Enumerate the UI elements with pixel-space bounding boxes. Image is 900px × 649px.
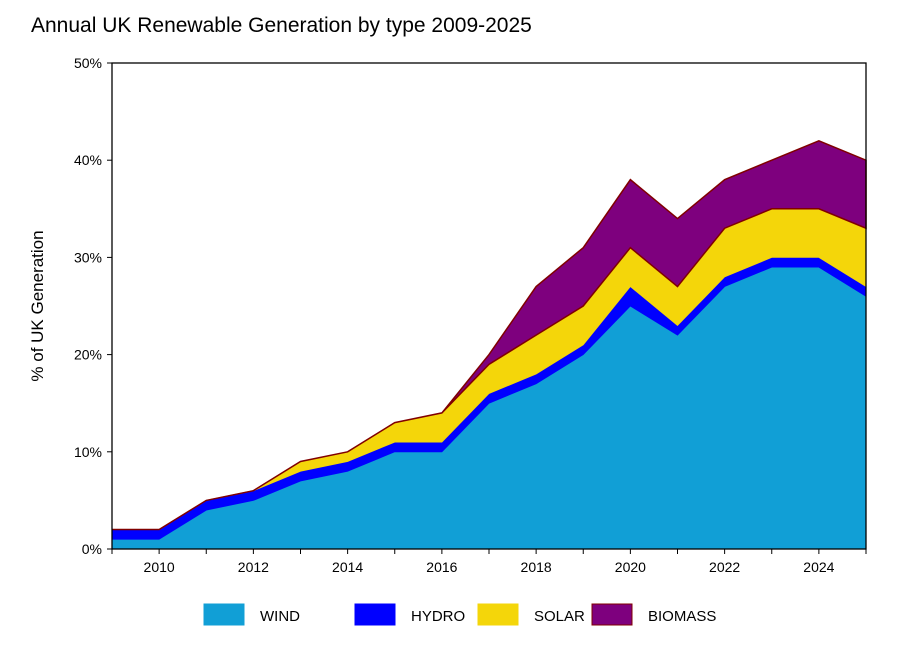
area-wind (111, 266, 867, 550)
x-tick-label: 2016 (426, 559, 457, 575)
y-axis-label: % of UK Generation (28, 230, 47, 381)
y-tick-label: 0% (82, 541, 102, 557)
x-tick-label: 2020 (615, 559, 646, 575)
y-tick-label: 20% (74, 347, 102, 363)
y-tick-label: 50% (74, 55, 102, 71)
x-tick-label: 2022 (709, 559, 740, 575)
legend-item-wind: WIND (203, 603, 300, 626)
y-tick-label: 30% (74, 249, 102, 265)
legend-label: SOLAR (534, 608, 585, 625)
x-tick-label: 2014 (332, 559, 363, 575)
y-tick-label: 40% (74, 152, 102, 168)
legend-label: WIND (260, 608, 300, 625)
x-tick-label: 2018 (521, 559, 552, 575)
x-tick-label: 2012 (238, 559, 269, 575)
legend-swatch (203, 603, 245, 626)
x-tick-label: 2010 (144, 559, 175, 575)
legend-label: HYDRO (411, 608, 465, 625)
legend-item-biomass: BIOMASS (591, 603, 716, 626)
legend-swatch (477, 603, 519, 626)
y-tick-label: 10% (74, 444, 102, 460)
legend-item-hydro: HYDRO (354, 603, 465, 626)
chart-title: Annual UK Renewable Generation by type 2… (31, 14, 532, 37)
legend-label: BIOMASS (648, 608, 716, 625)
legend-swatch (591, 603, 633, 626)
legend-swatch (354, 603, 396, 626)
x-tick-label: 2024 (803, 559, 834, 575)
legend-item-solar: SOLAR (477, 603, 585, 626)
